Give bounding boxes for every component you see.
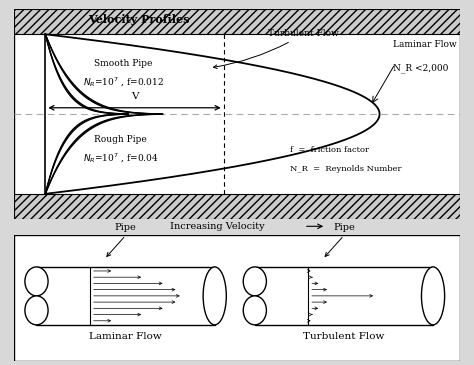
Text: Increasing Velocity: Increasing Velocity <box>170 222 265 231</box>
Bar <box>255 267 433 325</box>
Ellipse shape <box>203 267 226 325</box>
Text: Smooth Pipe: Smooth Pipe <box>94 59 153 68</box>
Ellipse shape <box>25 267 48 296</box>
Text: N_R <2,000: N_R <2,000 <box>393 64 448 73</box>
Bar <box>14 9 460 34</box>
Text: $N_R$=10$^7$ , f=0.04: $N_R$=10$^7$ , f=0.04 <box>83 151 159 165</box>
Text: f  =  friction factor: f = friction factor <box>291 146 369 154</box>
Bar <box>36 267 215 325</box>
Ellipse shape <box>243 267 266 296</box>
Ellipse shape <box>25 296 48 325</box>
Text: Rough Pipe: Rough Pipe <box>94 135 147 144</box>
Ellipse shape <box>243 296 266 325</box>
Text: Turbulent Flow: Turbulent Flow <box>303 333 384 341</box>
Ellipse shape <box>421 267 445 325</box>
Text: Laminar Flow: Laminar Flow <box>89 333 162 341</box>
Text: Turbulent Flow: Turbulent Flow <box>213 30 339 69</box>
Text: N_R  =  Reynolds Number: N_R = Reynolds Number <box>291 165 402 173</box>
Bar <box>14 194 460 219</box>
Text: $N_R$=10$^7$ , f=0.012: $N_R$=10$^7$ , f=0.012 <box>83 76 164 89</box>
Text: Velocity Profiles: Velocity Profiles <box>88 14 190 26</box>
Text: Pipe: Pipe <box>333 223 355 232</box>
Text: Laminar Flow: Laminar Flow <box>393 40 456 49</box>
Text: Pipe: Pipe <box>115 223 137 232</box>
Text: V: V <box>131 92 138 101</box>
